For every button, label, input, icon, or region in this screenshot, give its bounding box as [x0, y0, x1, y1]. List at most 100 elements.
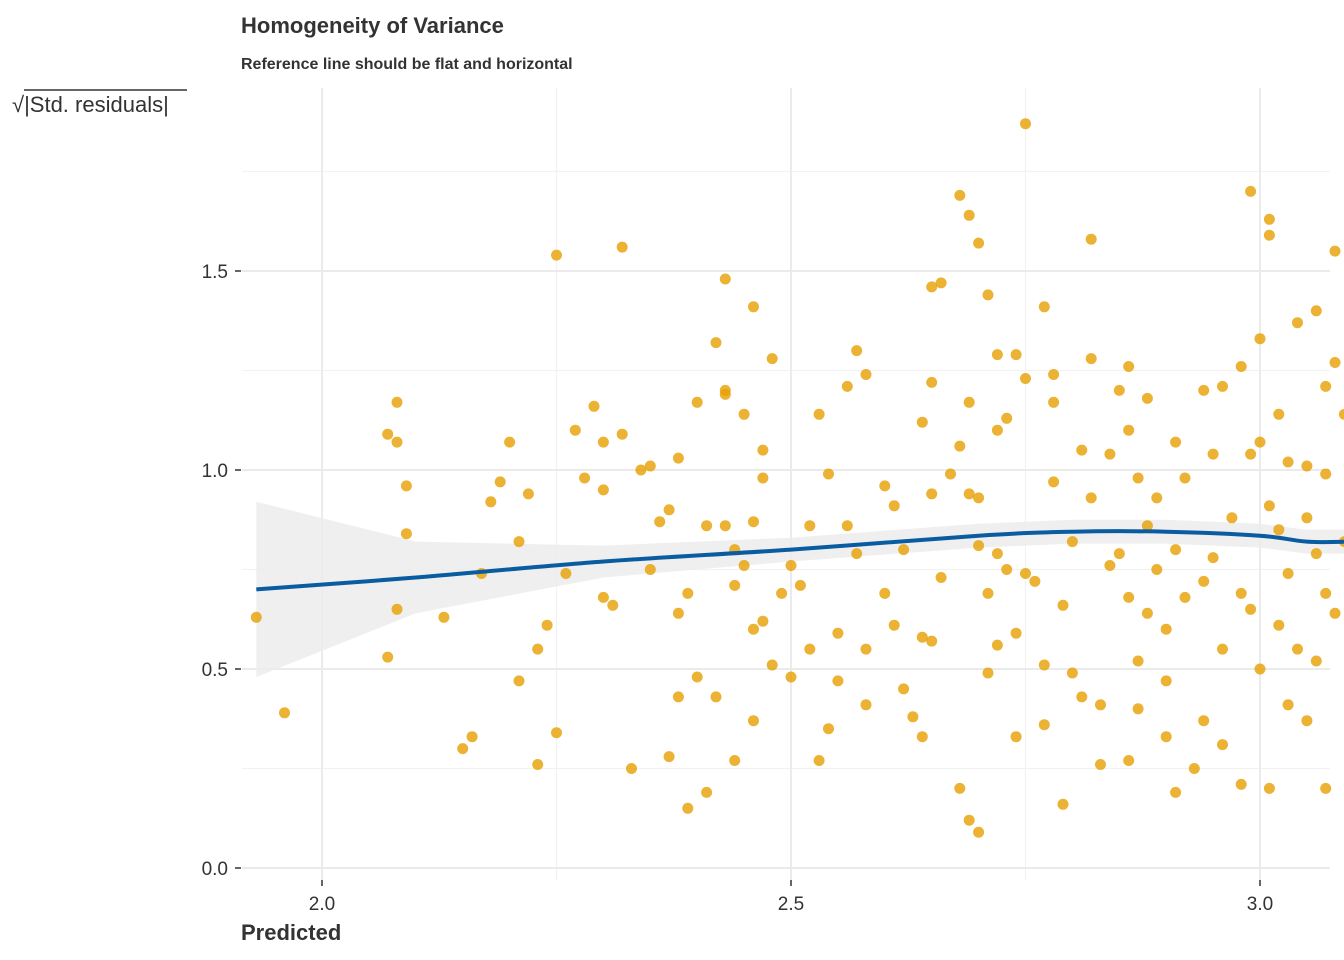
scatter-point — [1329, 357, 1341, 368]
scatter-point — [691, 671, 703, 683]
y-tick-label: 1.0 — [202, 461, 228, 482]
scatter-point — [954, 189, 966, 201]
scatter-point — [982, 587, 994, 599]
scatter-point — [532, 643, 544, 655]
scatter-point — [672, 452, 684, 464]
scatter-point — [1235, 587, 1247, 599]
scatter-point — [757, 444, 769, 456]
scatter-point — [635, 464, 647, 476]
scatter-point — [1048, 369, 1060, 380]
scatter-point — [973, 826, 985, 838]
scatter-point — [851, 345, 863, 357]
scatter-point — [1048, 396, 1060, 408]
scatter-point — [1245, 448, 1257, 460]
scatter-point — [1170, 436, 1182, 448]
scatter-point — [1254, 436, 1266, 448]
scatter-point — [1020, 118, 1031, 130]
scatter-point — [1329, 607, 1341, 619]
scatter-point — [879, 480, 891, 492]
scatter-point — [776, 587, 788, 599]
scatter-point — [1141, 392, 1153, 404]
scatter-point — [513, 536, 525, 548]
scatter-point — [794, 579, 806, 591]
scatter-point — [748, 715, 759, 727]
scatter-point — [1010, 349, 1022, 361]
scatter-point — [597, 591, 609, 603]
scatter-point — [1310, 655, 1322, 667]
scatter-point — [1320, 587, 1332, 599]
scatter-point — [654, 516, 666, 528]
scatter-point — [1132, 703, 1144, 715]
scatter-point — [569, 424, 581, 436]
scatter-point — [541, 619, 553, 631]
scatter-point — [1113, 384, 1125, 396]
scatter-point — [1057, 798, 1069, 810]
scatter-point — [1273, 524, 1285, 536]
scatter-point — [813, 408, 825, 420]
scatter-point — [551, 727, 562, 739]
scatter-point — [991, 424, 1003, 436]
scatter-point — [1095, 759, 1106, 770]
scatter-point — [1001, 564, 1013, 575]
scatter-point — [1338, 408, 1344, 420]
y-tick-label: 0.5 — [202, 660, 228, 681]
scatter-point — [1207, 448, 1219, 460]
scatter-point — [766, 353, 778, 365]
scatter-point — [1188, 763, 1200, 774]
scatter-point — [719, 384, 731, 396]
scatter-point — [1095, 699, 1106, 711]
scatter-point — [616, 241, 628, 253]
scatter-point — [757, 472, 769, 484]
scatter-point — [1123, 424, 1135, 436]
scatter-point — [1020, 373, 1031, 384]
scatter-point — [663, 751, 675, 763]
scatter-point — [279, 707, 290, 719]
scatter-point — [748, 301, 759, 313]
scatter-point — [813, 755, 825, 766]
scatter-point — [851, 548, 863, 560]
scatter-point — [616, 428, 628, 440]
y-tick-label: 0.0 — [202, 859, 228, 880]
scatter-point — [1038, 659, 1050, 671]
scatter-point — [748, 516, 759, 528]
scatter-point — [1245, 185, 1257, 197]
scatter-point — [973, 237, 985, 249]
scatter-point — [1217, 739, 1228, 751]
scatter-point — [841, 380, 853, 392]
scatter-point — [935, 572, 947, 583]
scatter-point — [1320, 468, 1332, 480]
scatter-point — [400, 480, 412, 492]
scatter-point — [1113, 548, 1125, 560]
scatter-point — [644, 460, 656, 472]
scatter-point — [973, 540, 985, 552]
scatter-point — [738, 408, 750, 420]
scatter-point — [250, 611, 262, 623]
scatter-point — [1160, 623, 1172, 635]
scatter-point — [1151, 492, 1163, 504]
scatter-point — [438, 611, 450, 623]
scatter-point — [963, 209, 975, 221]
scatter-point — [1320, 380, 1332, 392]
scatter-point — [1170, 786, 1182, 798]
scatter-point — [719, 273, 731, 285]
scatter-point — [1170, 544, 1182, 556]
scatter-point — [1151, 564, 1163, 575]
scatter-point — [551, 249, 562, 261]
scatter-point — [916, 416, 928, 428]
scatter-point — [597, 484, 609, 496]
scatter-point — [1282, 456, 1294, 468]
scatter-point — [1320, 782, 1332, 794]
scatter-point — [1198, 575, 1210, 587]
scatter-point — [1076, 444, 1088, 456]
scatter-point — [719, 520, 731, 532]
scatter-point — [991, 349, 1003, 361]
scatter-point — [1076, 691, 1088, 703]
scatter-point — [1254, 663, 1266, 675]
scatter-point — [1123, 361, 1135, 372]
scatter-point — [888, 500, 900, 512]
scatter-point — [1010, 731, 1022, 743]
scatter-point — [982, 667, 994, 679]
scatter-point — [701, 786, 713, 798]
scatter-point — [954, 782, 966, 794]
scatter-point — [1010, 627, 1022, 639]
